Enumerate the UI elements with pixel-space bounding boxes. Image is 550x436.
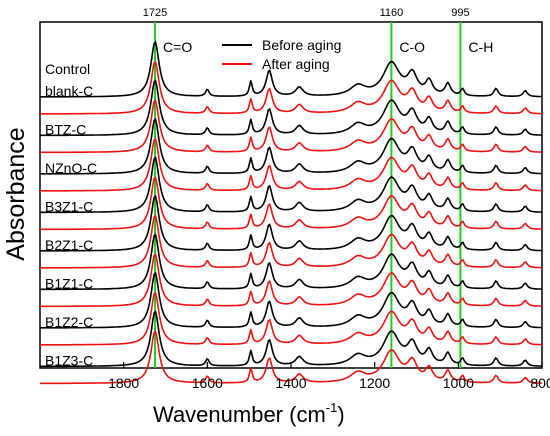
sample-label: B1Z2-C xyxy=(45,314,93,330)
legend-label-after: After aging xyxy=(262,56,330,72)
sample-label: B1Z1-C xyxy=(45,276,93,292)
after-aging-trace xyxy=(40,330,542,385)
band-label: C-O xyxy=(399,39,425,55)
sample-label: B1Z3-C xyxy=(45,353,93,369)
before-aging-trace xyxy=(40,79,543,137)
legend: Before aging After aging xyxy=(222,37,341,72)
band-label: C-H xyxy=(468,39,493,55)
band-label: C=O xyxy=(163,39,192,55)
x-tick-label: 1400 xyxy=(275,375,306,391)
before-aging-trace xyxy=(40,233,543,291)
x-tick-label: 1600 xyxy=(192,375,223,391)
sample-label: BTZ-C xyxy=(45,122,86,138)
x-axis-title-close: ) xyxy=(337,402,344,427)
x-tick-label: 1000 xyxy=(443,375,474,391)
before-aging-trace xyxy=(40,271,543,329)
legend-label-before: Before aging xyxy=(262,37,341,53)
sample-label: blank-C xyxy=(45,83,93,99)
after-aging-trace xyxy=(40,214,542,269)
x-tick-label: 1200 xyxy=(359,375,390,391)
sample-label: B2Z1-C xyxy=(45,237,93,253)
after-aging-trace xyxy=(40,60,542,115)
sample-label: B3Z1-C xyxy=(45,199,93,215)
y-axis-title: Absorbance xyxy=(2,127,30,260)
before-aging-trace xyxy=(40,194,543,252)
reference-wavenumber-label: 1725 xyxy=(143,7,167,19)
x-axis-title-sup: -1 xyxy=(326,400,338,415)
before-aging-trace xyxy=(40,156,543,214)
plot-frame xyxy=(39,21,543,369)
before-aging-trace xyxy=(40,117,543,175)
sample-label: NZnO-C xyxy=(45,160,97,176)
x-tick-label: 800 xyxy=(530,375,550,391)
x-axis-title: Wavenumber (cm-1) xyxy=(153,400,345,427)
x-tick-label: 1800 xyxy=(108,375,139,391)
after-aging-trace xyxy=(40,137,542,192)
reference-wavenumber-label: 995 xyxy=(451,7,469,19)
reference-wavenumber-label: 1160 xyxy=(380,7,404,19)
after-aging-trace xyxy=(40,253,542,308)
spectra-traces xyxy=(40,40,543,385)
after-aging-trace xyxy=(40,291,542,346)
after-aging-trace xyxy=(40,99,542,154)
x-axis-title-main: Wavenumber (cm xyxy=(153,402,326,427)
before-aging-trace xyxy=(40,310,543,368)
header-control-label: Control xyxy=(45,61,90,77)
sample-labels: blank-C BTZ-C NZnO-C B3Z1-C B2Z1-C B1Z1-C B1Z2… xyxy=(45,83,97,369)
after-aging-trace xyxy=(40,176,542,231)
x-axis-ticks: 1800 1600 1400 1200 1000 800 xyxy=(108,362,550,391)
before-aging-trace xyxy=(40,40,543,98)
